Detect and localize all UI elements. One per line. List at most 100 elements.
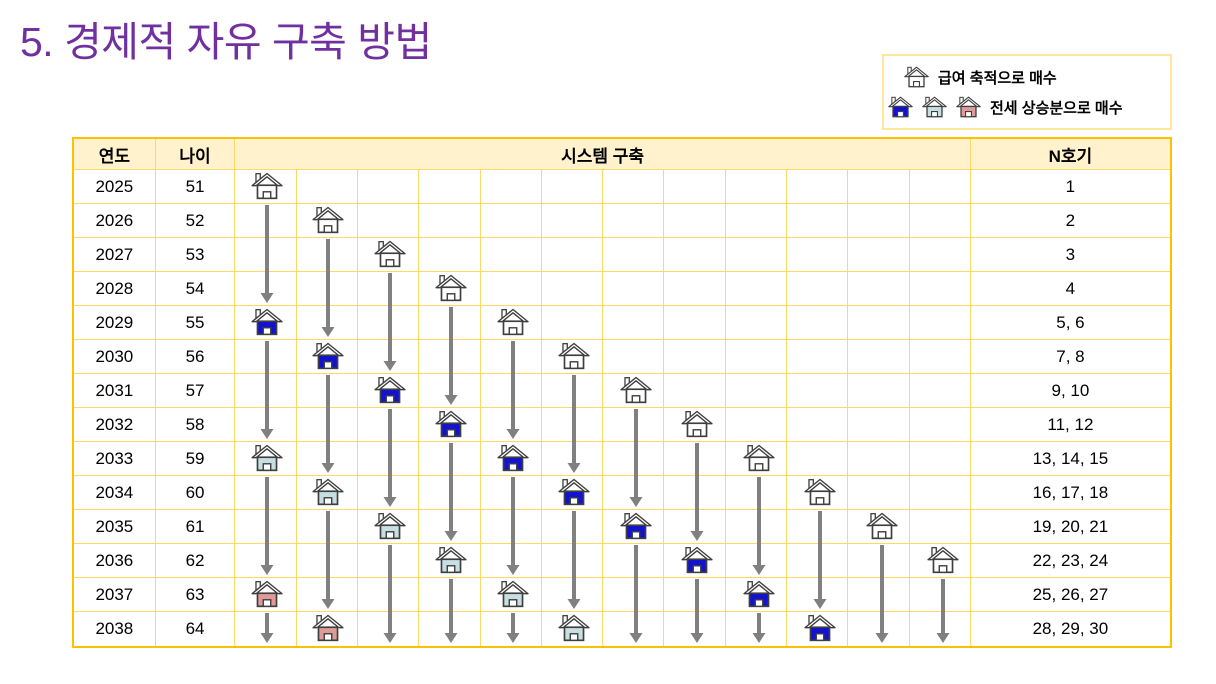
system-cell	[296, 238, 358, 272]
system-cell	[664, 272, 726, 306]
system-cell	[357, 476, 420, 510]
system-cell	[235, 476, 297, 510]
system-cell	[419, 612, 481, 646]
system-cell	[480, 340, 542, 374]
system-cell	[419, 408, 481, 442]
header-year: 연도	[74, 139, 156, 170]
system-cell	[909, 476, 971, 510]
system-cell	[358, 612, 420, 646]
system-cell	[235, 578, 297, 612]
system-cell	[725, 476, 787, 510]
system-cell	[480, 170, 542, 204]
system-cell	[848, 204, 910, 238]
system-cell	[296, 374, 358, 408]
system-cell	[296, 408, 358, 442]
age-cell: 60	[155, 476, 236, 510]
system-cell	[235, 170, 297, 204]
system-cell	[664, 340, 726, 374]
system-cell	[664, 544, 726, 578]
system-cell	[786, 340, 849, 374]
unit-cell: 28, 29, 30	[1032, 619, 1109, 638]
system-cell	[786, 170, 849, 204]
system-cell	[541, 544, 604, 578]
system-cell	[909, 578, 971, 612]
age-cell: 57	[155, 374, 236, 408]
system-cell	[664, 578, 726, 612]
system-cell	[480, 374, 542, 408]
system-cell	[725, 374, 787, 408]
system-cell	[848, 408, 910, 442]
system-cell	[357, 204, 420, 238]
table-row: 2025 51 1	[74, 170, 1171, 204]
blue-house-icon	[888, 96, 913, 118]
system-cell	[296, 340, 358, 374]
system-cell	[603, 170, 665, 204]
system-cell	[909, 272, 971, 306]
unit-cell: 22, 23, 24	[970, 544, 1171, 578]
system-cell	[235, 204, 297, 238]
system-cell	[481, 612, 542, 646]
table-row: 2029 55 5, 6	[74, 306, 1171, 340]
system-cell	[296, 578, 358, 612]
system-cell	[848, 374, 910, 408]
system-cell	[725, 238, 787, 272]
year-cell: 2027	[74, 238, 156, 272]
system-cell	[542, 612, 604, 646]
age-cell: 64	[156, 612, 236, 646]
system-cell	[603, 408, 665, 442]
system-cell	[541, 238, 604, 272]
system-cell	[909, 442, 971, 476]
system-cell	[725, 510, 787, 544]
system-cell	[480, 578, 542, 612]
system-cell	[296, 170, 358, 204]
age-cell: 63	[155, 578, 236, 612]
unit-cell: 13, 14, 15	[970, 442, 1171, 476]
system-cell	[909, 510, 971, 544]
system-cell	[603, 340, 665, 374]
unit-cell: 16, 17, 18	[970, 476, 1171, 510]
system-cell	[357, 170, 420, 204]
unit-cell: 19, 20, 21	[970, 510, 1171, 544]
system-cell	[480, 442, 542, 476]
age-cell: 61	[155, 510, 236, 544]
system-cell	[603, 578, 665, 612]
system-cell	[725, 170, 787, 204]
system-cell	[848, 476, 910, 510]
unit-cell: 2	[970, 204, 1171, 238]
table-row: 2034 60 16, 17, 18	[74, 476, 1171, 510]
system-cell	[357, 578, 420, 612]
system-cell	[664, 510, 726, 544]
system-cell	[419, 340, 481, 374]
unit-cell: 25, 26, 27	[970, 578, 1171, 612]
system-cell	[419, 510, 481, 544]
system-cell	[725, 408, 787, 442]
system-cell	[603, 476, 665, 510]
system-cell	[664, 476, 726, 510]
legend: 급여 축적으로 매수 전세 상승분으로 매수	[882, 54, 1172, 130]
age-cell: 55	[155, 306, 236, 340]
system-cell	[357, 272, 420, 306]
system-cell	[419, 204, 481, 238]
system-cell	[296, 272, 358, 306]
system-cell	[848, 238, 910, 272]
year-cell: 2032	[74, 408, 156, 442]
system-cell	[786, 578, 849, 612]
system-cell	[235, 272, 297, 306]
table-row: 2032 58 11, 12	[74, 408, 1171, 442]
system-cell	[664, 238, 726, 272]
system-cell	[603, 238, 665, 272]
system-cell	[603, 612, 665, 646]
system-cell	[909, 374, 971, 408]
system-cell	[664, 612, 726, 646]
white-house-icon	[904, 66, 929, 88]
system-cell	[419, 238, 481, 272]
unit-cell: 7, 8	[970, 340, 1171, 374]
system-cell	[419, 170, 481, 204]
system-cell	[603, 374, 665, 408]
system-cell	[357, 340, 420, 374]
system-cell	[786, 204, 849, 238]
system-cell	[296, 306, 358, 340]
system-cell	[725, 442, 787, 476]
table-row: 2033 59 13, 14, 15	[74, 442, 1171, 476]
